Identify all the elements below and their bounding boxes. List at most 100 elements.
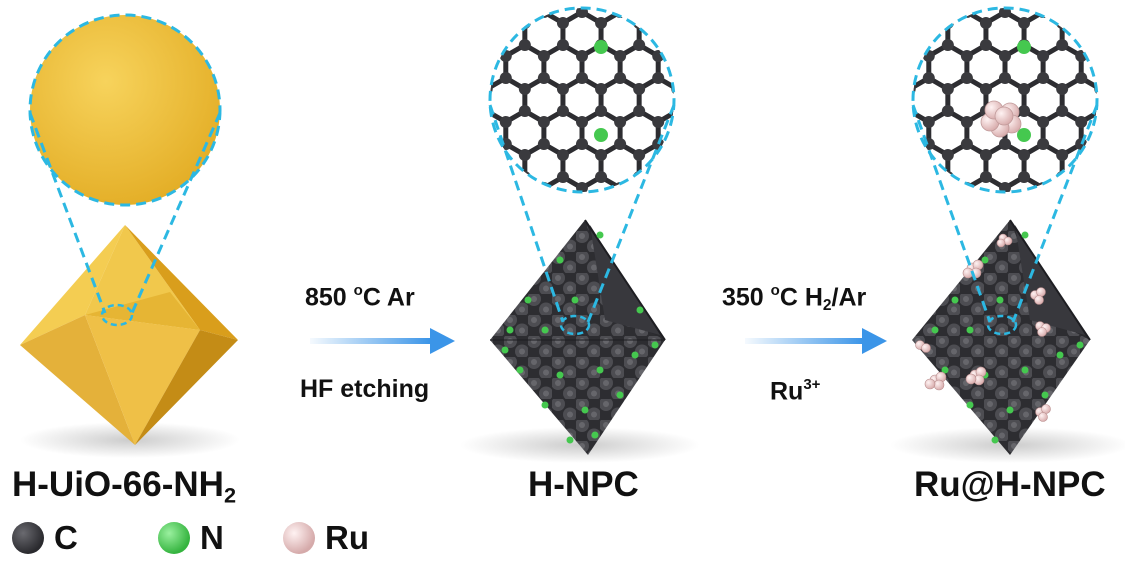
carbon-atom (1094, 171, 1097, 183)
carbon-bond (468, 177, 487, 188)
carbon-atom (576, 116, 588, 128)
stage-3-ru-npc-octahedron (890, 219, 1125, 463)
carbon-atom (462, 50, 474, 62)
carbon-atom (633, 83, 646, 95)
carbon-atom (866, 149, 878, 161)
carbon-bond (891, 78, 910, 89)
carbon-atom (557, 215, 569, 227)
carbon-bond (1043, 243, 1062, 254)
carbon-bond (834, 144, 853, 155)
carbon-atom (980, 215, 992, 227)
carbon-bond (525, 243, 544, 254)
carbon-atom (519, 237, 531, 249)
carbon-atom (960, 50, 973, 62)
carbon-bond (637, 9, 660, 26)
carbon-bond (696, 210, 715, 221)
carbon-atom (443, 17, 455, 29)
carbon-atom (443, 105, 455, 117)
carbon-atom (538, 204, 550, 216)
carbon-atom (614, 50, 627, 62)
carbon-bond (891, 111, 910, 122)
process-arrow-1 (310, 328, 455, 354)
carbon-bond (753, 12, 772, 23)
carbon-bond (411, 177, 430, 188)
carbon-bond (1100, 45, 1119, 56)
carbon-atom (747, 105, 759, 117)
carbon-atom (1113, 138, 1125, 150)
carbon-bond (1100, 111, 1119, 122)
carbon-bond (734, 243, 753, 254)
carbon-bond (582, 210, 601, 221)
carbon-atom (922, 50, 935, 62)
carbon-atom (922, 182, 935, 192)
carbon-atom (828, 237, 840, 249)
carbon-bond (696, 243, 715, 254)
carbon-atom (462, 138, 474, 150)
carbon-bond (734, 12, 753, 23)
carbon-atom (595, 17, 608, 29)
carbon-atom (614, 116, 627, 128)
carbon-bond (853, 177, 872, 188)
step2-condition-top: 350 oC H2/Ar (722, 282, 867, 315)
nitrogen-atom (1017, 40, 1031, 54)
carbon-bond (430, 144, 449, 155)
carbon-atom (595, 83, 608, 95)
carbon-atom (518, 105, 531, 117)
carbon-atom (652, 138, 665, 150)
carbon-bond (411, 243, 430, 254)
carbon-bond (677, 210, 696, 221)
carbon-atom (1037, 138, 1050, 150)
carbon-atom (537, 116, 550, 128)
carbon-atom (866, 17, 878, 29)
carbon-atom (690, 72, 702, 84)
carbon-bond (715, 111, 734, 122)
carbon-atom (671, 237, 683, 249)
carbon-bond (430, 111, 449, 122)
carbon-bond (1119, 111, 1125, 122)
carbon-bond (449, 144, 468, 155)
carbon-bond (872, 12, 891, 23)
carbon-atom (923, 204, 935, 216)
carbon-bond (411, 144, 430, 155)
carbon-atom (1075, 138, 1088, 150)
carbon-atom (1018, 215, 1030, 227)
carbon-bond (449, 111, 468, 122)
carbon-atom (690, 204, 702, 216)
carbon-atom (490, 17, 493, 29)
carbon-atom (576, 138, 588, 150)
carbon-atom (556, 83, 569, 95)
carbon-atom (922, 8, 935, 18)
nitrogen-atom (594, 40, 608, 54)
carbon-bond (544, 210, 563, 221)
carbon-bond (430, 45, 449, 56)
carbon-bond (753, 177, 772, 188)
carbon-atom (499, 182, 512, 192)
carbon-atom (500, 248, 512, 260)
carbon-bond (449, 78, 468, 89)
carbon-bond (872, 177, 891, 188)
carbon-atom (847, 248, 859, 260)
carbon-atom (885, 50, 897, 62)
carbon-atom (556, 149, 569, 161)
carbon-atom (941, 149, 954, 161)
step1-condition-bottom: HF etching (300, 375, 430, 403)
carbon-atom (828, 83, 840, 95)
carbon-atom (1056, 149, 1069, 161)
carbon-atom (405, 39, 417, 51)
carbon-atom (462, 182, 474, 194)
carbon-bond (853, 12, 872, 23)
carbon-atom (728, 138, 740, 150)
carbon-bond (734, 177, 753, 188)
carbon-bond (430, 210, 449, 221)
carbon-atom (576, 204, 588, 216)
carbon-atom (979, 17, 992, 29)
carbon-atom (728, 204, 740, 216)
carbon-atom (960, 116, 973, 128)
carbon-bond (658, 243, 677, 254)
carbon-atom (443, 39, 455, 51)
carbon-atom (885, 204, 897, 216)
carbon-atom (424, 182, 436, 194)
carbon-atom (633, 39, 646, 51)
carbon-atom (747, 215, 759, 227)
carbon-bond (872, 243, 891, 254)
